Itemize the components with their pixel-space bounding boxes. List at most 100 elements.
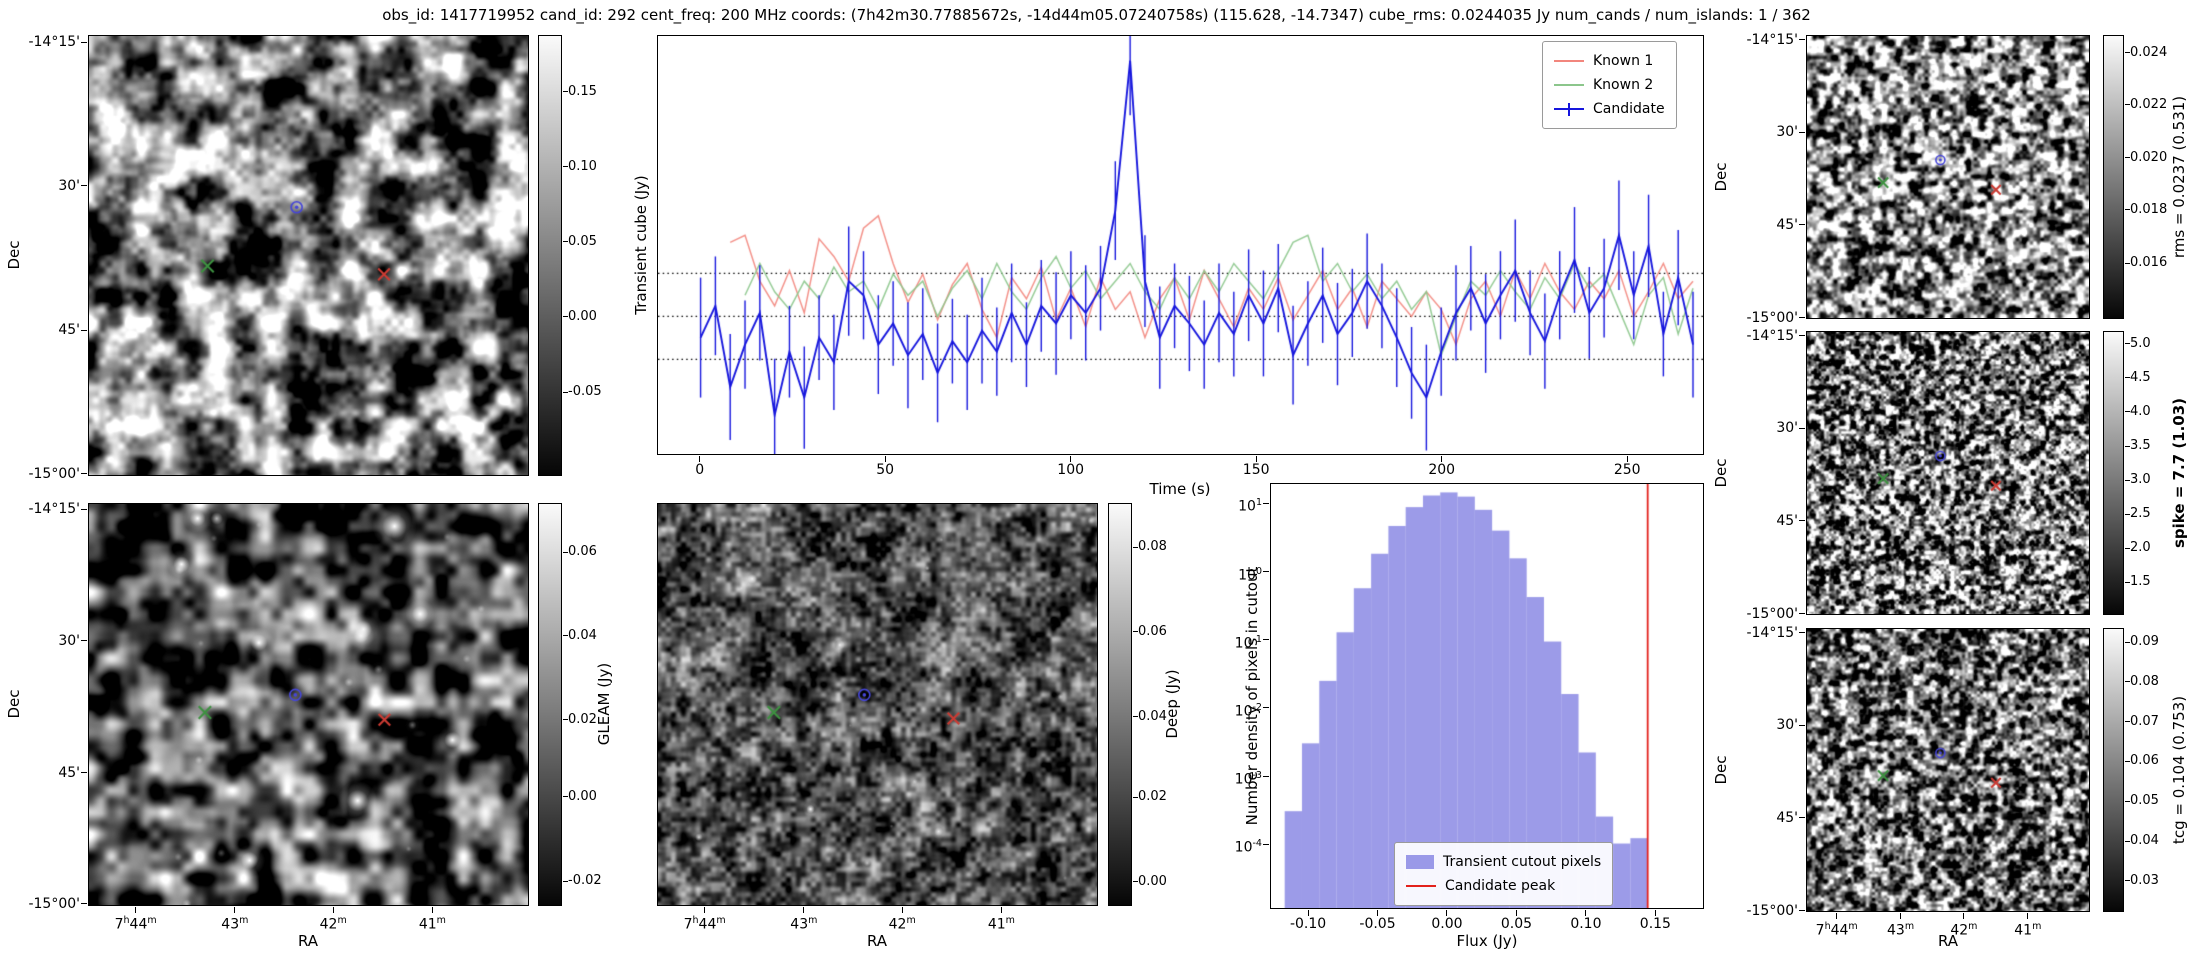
gleam-colorbar-label: GLEAM (Jy) xyxy=(595,662,613,746)
y-tick-label: 101 xyxy=(1238,497,1262,516)
tick-mark xyxy=(1799,131,1805,133)
colorbar-tick-label: 0.022 xyxy=(2130,96,2168,112)
legend-label: Known 1 xyxy=(1593,53,1654,69)
colorbar-tick-label: 2.5 xyxy=(2130,506,2151,522)
tick-mark xyxy=(2125,581,2130,583)
colorbar-tick-label: 3.5 xyxy=(2130,438,2151,454)
spike-colorbar xyxy=(2103,331,2124,615)
known2-line-sample xyxy=(1554,84,1584,86)
colorbar-tick-label: 0.04 xyxy=(568,627,597,643)
tick-mark xyxy=(1133,796,1138,798)
colorbar-tick-label: 0.06 xyxy=(2130,753,2159,769)
legend-label: Transient cutout pixels xyxy=(1443,854,1602,870)
tick-mark xyxy=(1133,716,1138,718)
tick-mark xyxy=(2125,721,2130,723)
ra-axis-label: RA xyxy=(866,932,888,950)
ra-tick-label: 7h44m xyxy=(1815,921,1858,939)
tick-mark xyxy=(1799,724,1805,726)
x-tick-label: 0 xyxy=(695,462,705,478)
tick-mark xyxy=(563,391,568,393)
tick-mark xyxy=(1799,910,1805,912)
dec-tick-label: 30' xyxy=(1776,717,1798,734)
tick-mark xyxy=(1263,502,1269,504)
dec-tick-label: 30' xyxy=(1776,420,1798,437)
dec-axis-label: Dec xyxy=(1712,162,1730,192)
tick-mark xyxy=(1799,520,1805,522)
tick-mark xyxy=(2125,479,2130,481)
colorbar-tick-label: 0.10 xyxy=(568,158,597,174)
colorbar-tick-label: 0.08 xyxy=(1138,539,1167,555)
legend-entry-candidate-peak: Candidate peak xyxy=(1406,874,1601,898)
colorbar-tick-label: 0.03 xyxy=(2130,872,2159,888)
tick-mark xyxy=(2125,343,2130,345)
tick-mark xyxy=(1263,775,1269,777)
tick-mark xyxy=(2125,880,2130,882)
ra-tick-label: 41m xyxy=(418,915,446,933)
ra-tick-label: 41m xyxy=(2014,921,2042,939)
dec-tick-label: -15°00' xyxy=(1746,605,1798,622)
tick-mark xyxy=(1799,224,1805,226)
tick-mark xyxy=(1626,456,1628,462)
tick-mark xyxy=(563,241,568,243)
legend-entry-known1: Known 1 xyxy=(1554,49,1665,73)
x-tick-label: 0.05 xyxy=(1500,916,1533,932)
ra-tick-label: 7h44m xyxy=(114,915,157,933)
tick-mark xyxy=(2125,760,2130,762)
tick-mark xyxy=(1900,913,1902,919)
gleam-colorbar xyxy=(538,503,562,906)
dec-tick-label: -15°00' xyxy=(28,465,80,482)
tick-mark xyxy=(1263,571,1269,573)
tcg-map-image xyxy=(1806,628,2090,912)
colorbar-tick-label: 0.07 xyxy=(2130,713,2159,729)
colorbar-tick-label: 0.00 xyxy=(1138,873,1167,889)
tick-mark xyxy=(2125,840,2130,842)
colorbar-tick-label: 2.0 xyxy=(2130,540,2151,556)
colorbar-tick-label: 0.04 xyxy=(2130,833,2159,848)
ra-tick-label: 42m xyxy=(319,915,347,933)
colorbar-tick-label: -0.02 xyxy=(568,873,602,888)
tick-mark xyxy=(1799,817,1805,819)
tick-mark xyxy=(884,456,886,462)
tick-mark xyxy=(1799,613,1805,615)
legend-label: Known 2 xyxy=(1593,77,1654,93)
colorbar-tick-label: 0.016 xyxy=(2130,255,2168,271)
colorbar-tick-label: 4.0 xyxy=(2130,403,2151,419)
dec-tick-label: -14°15' xyxy=(1746,31,1798,48)
ra-tick-label: 42m xyxy=(888,915,916,933)
tick-mark xyxy=(2125,209,2130,211)
legend-entry-known2: Known 2 xyxy=(1554,73,1665,97)
y-tick-label: 10-1 xyxy=(1234,633,1262,652)
spike-colorbar-label: spike = 7.7 (1.03) xyxy=(2170,397,2188,549)
dec-tick-label: 30' xyxy=(58,177,80,194)
tick-mark xyxy=(2125,641,2130,643)
tick-mark xyxy=(1585,910,1587,916)
rms-map-image xyxy=(1806,35,2090,319)
tick-mark xyxy=(81,903,87,905)
colorbar-tick-label: 0.04 xyxy=(1138,708,1167,724)
tick-mark xyxy=(1799,632,1805,634)
x-tick-label: 50 xyxy=(876,462,895,478)
y-tick-label: 10-3 xyxy=(1234,770,1262,788)
dec-tick-label: -15°00' xyxy=(1746,902,1798,919)
tick-mark xyxy=(2125,104,2130,106)
tick-mark xyxy=(563,316,568,318)
tick-mark xyxy=(1799,39,1805,41)
ra-tick-label: 43m xyxy=(790,915,818,933)
x-tick-label: -0.10 xyxy=(1289,916,1327,932)
colorbar-tick-label: 5.0 xyxy=(2130,335,2151,351)
dec-tick-label: -14°15' xyxy=(28,34,80,51)
tick-mark xyxy=(1654,910,1656,916)
transient-colorbar xyxy=(538,35,562,476)
tick-mark xyxy=(2125,681,2130,683)
tick-mark xyxy=(699,456,701,462)
tick-mark xyxy=(563,166,568,168)
legend-entry-cutout-pixels: Transient cutout pixels xyxy=(1406,850,1601,874)
tick-mark xyxy=(135,907,137,913)
dec-tick-label: -15°00' xyxy=(28,895,80,912)
flux-axis-label: Flux (Jy) xyxy=(1456,932,1518,950)
legend-label: Candidate xyxy=(1593,101,1665,117)
tick-mark xyxy=(2125,800,2130,802)
tick-mark xyxy=(704,907,706,913)
deep-colorbar xyxy=(1108,503,1132,906)
